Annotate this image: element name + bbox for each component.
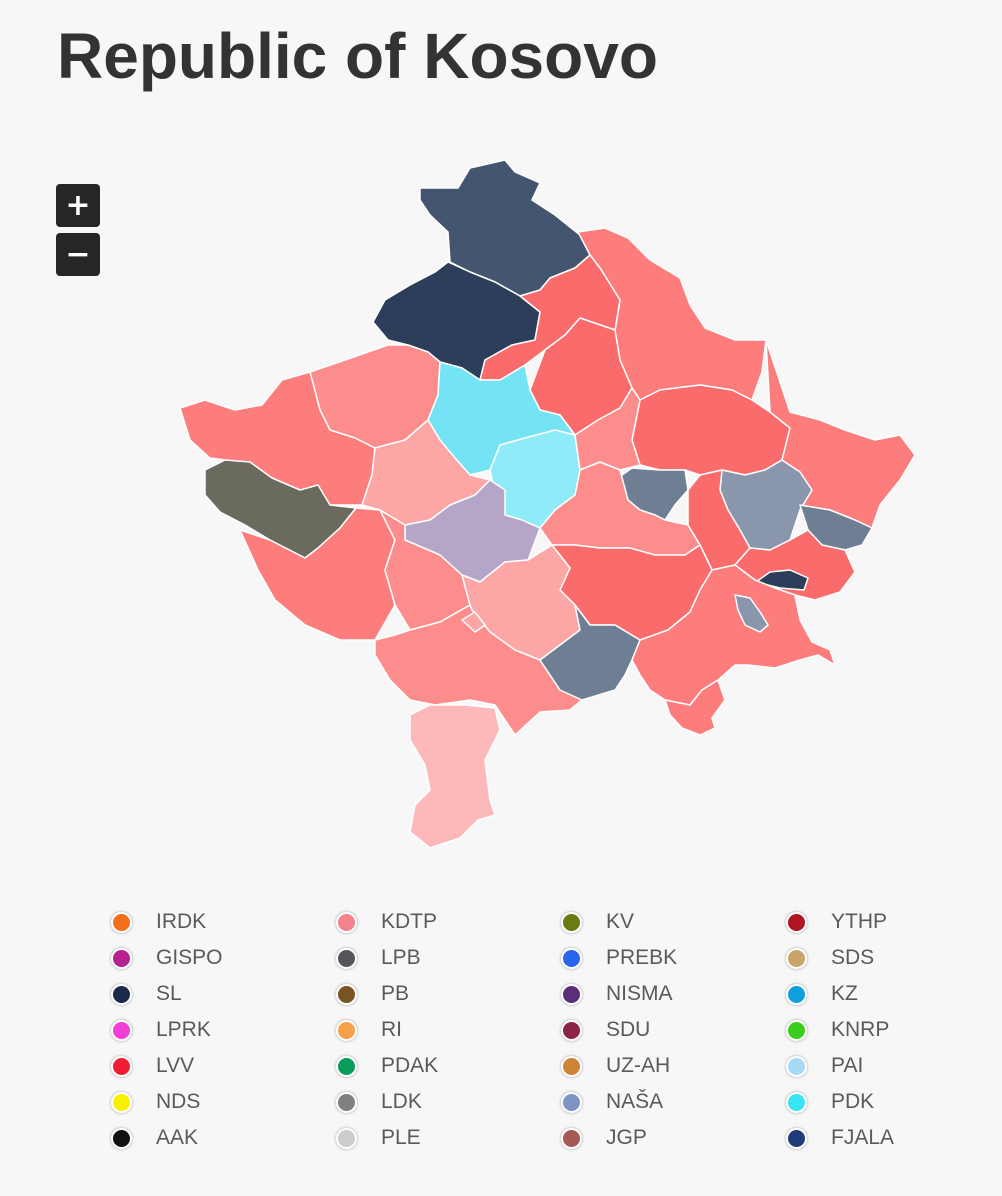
- legend-item[interactable]: IRDK: [111, 904, 336, 940]
- legend-swatch: [561, 1091, 582, 1113]
- kosovo-map[interactable]: [0, 0, 1002, 880]
- legend-item[interactable]: KZ: [786, 976, 1002, 1012]
- municipality-region[interactable]: [461, 611, 486, 633]
- legend-item[interactable]: PDAK: [336, 1048, 561, 1084]
- municipality-region[interactable]: [409, 704, 501, 849]
- legend-swatch: [786, 983, 807, 1005]
- legend-swatch: [561, 947, 582, 969]
- legend-label: SDS: [831, 946, 875, 969]
- legend-swatch: [336, 1091, 357, 1113]
- legend-label: JGP: [606, 1126, 647, 1149]
- legend-label: LPRK: [156, 1018, 211, 1041]
- legend-label: SDU: [606, 1018, 651, 1041]
- legend-label: AAK: [156, 1126, 199, 1149]
- legend-item[interactable]: UZ-AH: [561, 1048, 786, 1084]
- legend-swatch: [336, 947, 357, 969]
- legend-item[interactable]: LPRK: [111, 1012, 336, 1048]
- legend-swatch: [561, 911, 582, 933]
- legend-swatch: [786, 1055, 807, 1077]
- legend-label: IRDK: [156, 910, 207, 933]
- legend-swatch: [111, 1019, 132, 1041]
- legend-label: KZ: [831, 982, 858, 1005]
- legend-swatch: [336, 1055, 357, 1077]
- legend-item[interactable]: KNRP: [786, 1012, 1002, 1048]
- page-title: Republic of Kosovo: [57, 20, 658, 92]
- legend-swatch: [336, 1127, 357, 1149]
- legend-swatch: [561, 1019, 582, 1041]
- legend-label: PDAK: [381, 1054, 439, 1077]
- legend-label: NISMA: [606, 982, 673, 1005]
- legend-item[interactable]: KV: [561, 904, 786, 940]
- legend: IRDK KDTP KV YTHP GISPO LPB PREBK SDS SL…: [111, 904, 1002, 1156]
- legend-item[interactable]: SDS: [786, 940, 1002, 976]
- legend-label: PREBK: [606, 946, 678, 969]
- municipality-region[interactable]: [539, 604, 641, 701]
- legend-item[interactable]: SL: [111, 976, 336, 1012]
- legend-item[interactable]: LPB: [336, 940, 561, 976]
- legend-item[interactable]: PREBK: [561, 940, 786, 976]
- legend-swatch: [111, 1127, 132, 1149]
- legend-item[interactable]: NISMA: [561, 976, 786, 1012]
- legend-item[interactable]: PDK: [786, 1084, 1002, 1120]
- legend-label: SL: [156, 982, 182, 1005]
- legend-item[interactable]: PAI: [786, 1048, 1002, 1084]
- legend-item[interactable]: YTHP: [786, 904, 1002, 940]
- legend-label: PB: [381, 982, 410, 1005]
- legend-swatch: [786, 911, 807, 933]
- legend-label: NDS: [156, 1090, 201, 1113]
- legend-item[interactable]: FJALA: [786, 1120, 1002, 1156]
- legend-item[interactable]: RI: [336, 1012, 561, 1048]
- municipality-region[interactable]: [664, 679, 726, 736]
- zoom-control: + −: [56, 184, 100, 276]
- legend-item[interactable]: JGP: [561, 1120, 786, 1156]
- legend-swatch: [111, 1091, 132, 1113]
- legend-label: YTHP: [831, 910, 888, 933]
- legend-swatch: [561, 1127, 582, 1149]
- legend-swatch: [786, 1019, 807, 1041]
- legend-item[interactable]: SDU: [561, 1012, 786, 1048]
- legend-label: PDK: [831, 1090, 875, 1113]
- legend-item[interactable]: KDTP: [336, 904, 561, 940]
- legend-label: UZ-AH: [606, 1054, 671, 1077]
- municipality-region[interactable]: [734, 594, 769, 633]
- legend-item[interactable]: GISPO: [111, 940, 336, 976]
- legend-label: RI: [381, 1018, 402, 1041]
- legend-item[interactable]: PLE: [336, 1120, 561, 1156]
- legend-swatch: [111, 911, 132, 933]
- legend-item[interactable]: LVV: [111, 1048, 336, 1084]
- legend-swatch: [336, 983, 357, 1005]
- legend-swatch: [561, 1055, 582, 1077]
- legend-swatch: [336, 1019, 357, 1041]
- legend-swatch: [786, 1091, 807, 1113]
- legend-label: LDK: [381, 1090, 422, 1113]
- legend-item[interactable]: NAŠA: [561, 1084, 786, 1120]
- legend-label: NAŠA: [606, 1090, 664, 1113]
- legend-label: PAI: [831, 1054, 864, 1077]
- legend-label: LVV: [156, 1054, 195, 1077]
- legend-item[interactable]: LDK: [336, 1084, 561, 1120]
- legend-label: KV: [606, 910, 635, 933]
- legend-item[interactable]: PB: [336, 976, 561, 1012]
- legend-swatch: [786, 1127, 807, 1149]
- zoom-in-button[interactable]: +: [56, 184, 100, 227]
- legend-item[interactable]: AAK: [111, 1120, 336, 1156]
- legend-swatch: [336, 911, 357, 933]
- legend-label: LPB: [381, 946, 421, 969]
- zoom-out-button[interactable]: −: [56, 233, 100, 276]
- legend-label: KDTP: [381, 910, 438, 933]
- legend-label: PLE: [381, 1126, 421, 1149]
- legend-swatch: [111, 947, 132, 969]
- legend-swatch: [561, 983, 582, 1005]
- legend-item[interactable]: NDS: [111, 1084, 336, 1120]
- legend-label: GISPO: [156, 946, 223, 969]
- legend-label: KNRP: [831, 1018, 890, 1041]
- legend-swatch: [786, 947, 807, 969]
- legend-swatch: [111, 983, 132, 1005]
- municipality-region[interactable]: [631, 384, 791, 476]
- legend-swatch: [111, 1055, 132, 1077]
- legend-label: FJALA: [831, 1126, 895, 1149]
